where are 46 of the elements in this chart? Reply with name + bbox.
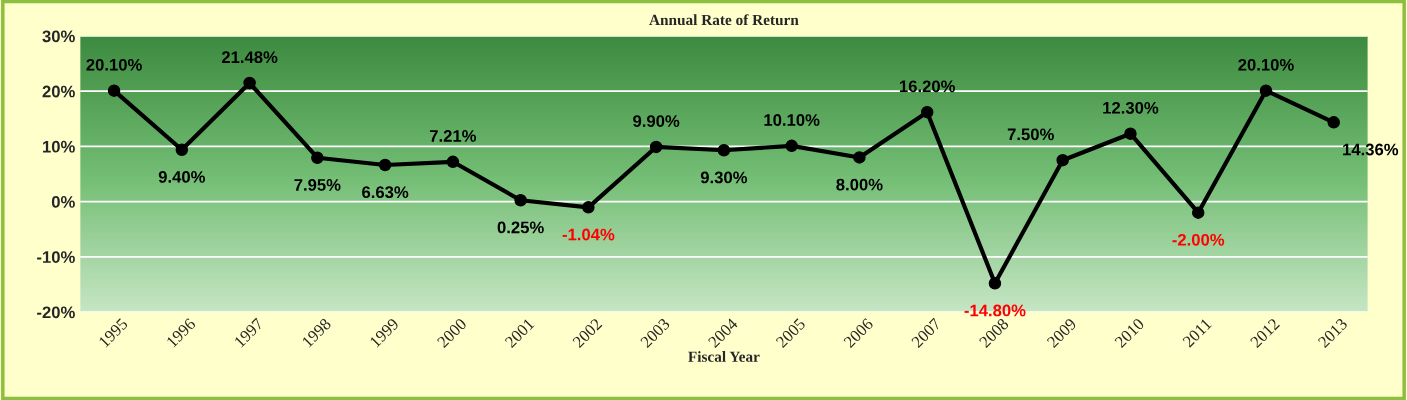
data-label: 12.30% <box>1103 101 1159 114</box>
point <box>378 158 392 172</box>
data-label: 20.10% <box>86 58 142 71</box>
point <box>514 193 527 207</box>
point <box>717 144 731 157</box>
point <box>446 155 460 169</box>
data-label: 9.90% <box>633 115 680 127</box>
point <box>1191 206 1205 219</box>
data-label: 20.10% <box>1238 58 1294 71</box>
data-label: 7.21% <box>429 130 477 142</box>
y-tick-label: -10% <box>37 251 75 263</box>
point <box>785 139 798 153</box>
data-label: -2.00% <box>1172 233 1225 246</box>
y-tick-label: -20% <box>37 306 75 319</box>
point <box>1056 153 1069 167</box>
point <box>649 140 663 154</box>
y-tick-label: 20% <box>42 85 75 98</box>
point <box>107 84 121 97</box>
y-tick-label: 0% <box>51 196 75 208</box>
point <box>1124 127 1137 140</box>
chart-title: Annual Rate of Return <box>649 14 799 26</box>
data-label: 10.10% <box>764 114 820 126</box>
point <box>311 151 324 164</box>
x-axis-title: Fiscal Year <box>688 351 760 362</box>
data-label: 14.36% <box>1343 143 1399 156</box>
data-label: 9.30% <box>700 171 748 184</box>
data-label: 6.63% <box>362 186 409 199</box>
point <box>988 277 1002 290</box>
y-tick-label: 10% <box>43 140 75 153</box>
data-label: 7.50% <box>1007 128 1054 141</box>
point <box>582 201 595 214</box>
data-label: 21.48% <box>221 51 278 64</box>
y-tick-label: 30% <box>42 30 75 43</box>
data-label: -14.80% <box>964 304 1026 317</box>
data-label: 7.95% <box>294 178 341 191</box>
data-label: -1.04% <box>562 228 615 241</box>
point <box>853 151 866 164</box>
point <box>1327 116 1340 129</box>
point <box>243 76 256 90</box>
data-label: 0.25% <box>497 221 544 234</box>
data-label: 16.20% <box>899 80 955 93</box>
data-label: 8.00% <box>836 178 883 191</box>
point <box>1259 84 1273 97</box>
point <box>175 143 189 156</box>
data-label: 9.40% <box>158 170 206 183</box>
point <box>920 105 934 119</box>
